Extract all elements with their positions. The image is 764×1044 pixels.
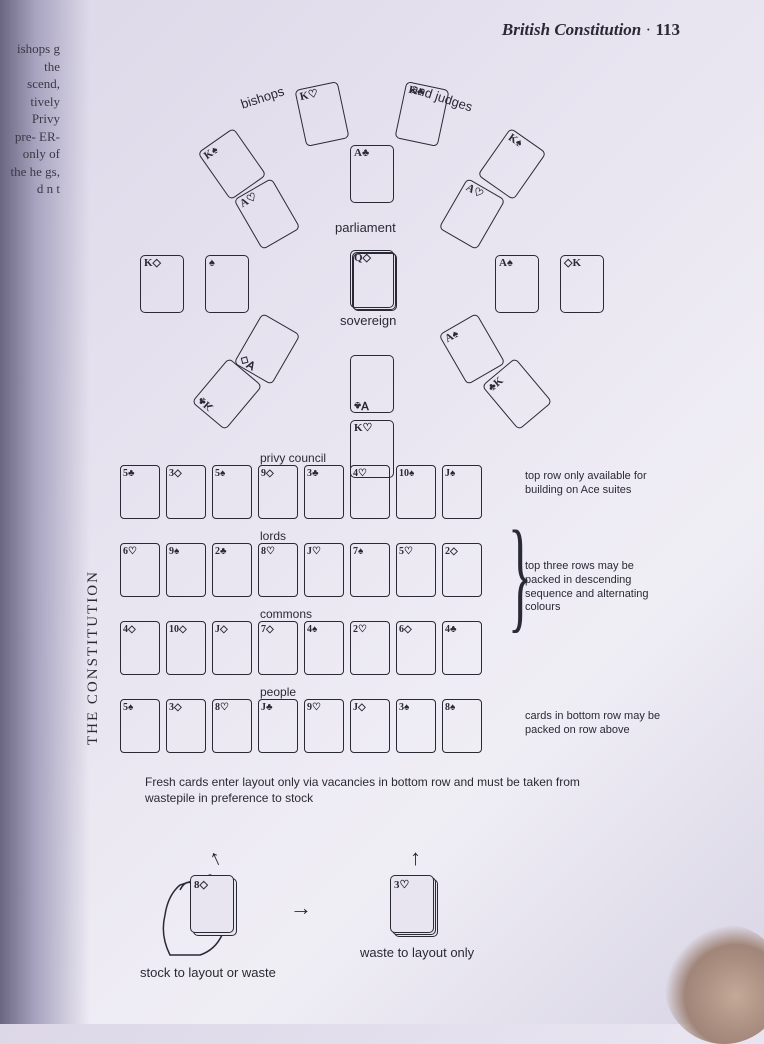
cutoff-text: ishops g the scend, tively Privy pre- ER… <box>10 40 60 198</box>
playing-card: 3♣ <box>304 465 344 519</box>
playing-card: A♣ <box>350 145 394 203</box>
playing-card: 4◇ <box>120 621 160 675</box>
playing-card: 6◇ <box>396 621 436 675</box>
playing-card: 9◇ <box>258 465 298 519</box>
card-row: 5♠3◇8♡J♣9♡J◇3♠8♠ <box>120 699 482 753</box>
page-number: 113 <box>655 20 680 39</box>
note-bottom: cards in bottom row may be packed on row… <box>525 710 665 738</box>
parliament-label: parliament <box>335 220 396 235</box>
playing-card: K♣ <box>394 81 449 147</box>
waste-pile: 3♡ <box>390 875 434 933</box>
playing-card: ◇K <box>560 255 604 313</box>
playing-card: 3♠ <box>396 699 436 753</box>
playing-card: 8♡ <box>212 699 252 753</box>
row-label: people <box>260 685 296 699</box>
playing-card: 3◇ <box>166 699 206 753</box>
note-mid: top three rows may be packed in descendi… <box>525 560 665 615</box>
note-top: top row only available for building on A… <box>525 470 665 498</box>
playing-card: 9♡ <box>304 699 344 753</box>
playing-card: J◇ <box>350 699 390 753</box>
row-label: commons <box>260 607 312 621</box>
sovereign-diagram: bishops and judges parliament sovereign … <box>80 55 740 455</box>
playing-card: 6♡ <box>120 543 160 597</box>
playing-card: 2◇ <box>442 543 482 597</box>
constitution-label: THE CONSTITUTION <box>85 570 102 745</box>
playing-card: J♡ <box>304 543 344 597</box>
sovereign-label: sovereign <box>340 313 396 328</box>
playing-card: 10◇ <box>166 621 206 675</box>
playing-card: 5♡ <box>396 543 436 597</box>
playing-card: ♠ <box>205 255 249 313</box>
playing-card: 5♠ <box>212 465 252 519</box>
playing-card: 4♡ <box>350 465 390 519</box>
stock-label: stock to layout or waste <box>140 965 276 980</box>
playing-card: A♠ <box>495 255 539 313</box>
playing-card: 5♣ <box>120 465 160 519</box>
playing-card: 10♠ <box>396 465 436 519</box>
playing-card: 7◇ <box>258 621 298 675</box>
playing-card: 8♡ <box>258 543 298 597</box>
playing-card: J◇ <box>212 621 252 675</box>
playing-card: A♡ <box>438 178 505 250</box>
bishops-label: bishops <box>239 83 286 111</box>
playing-card: 8♠ <box>442 699 482 753</box>
constitution-rows: THE CONSTITUTION top row only available … <box>80 465 740 805</box>
playing-card: 7♠ <box>350 543 390 597</box>
card-row: 6♡9♠2♣8♡J♡7♠5♡2◇ <box>120 543 482 597</box>
arrow-right: → <box>290 895 312 921</box>
card-row: 5♣3◇5♠9◇3♣4♡10♠J♠ <box>120 465 482 519</box>
book-title: British Constitution <box>502 20 641 39</box>
page-header: British Constitution · 113 <box>80 0 740 50</box>
stock-waste-area: ↑ ↑ → 8◇ stock to layout or waste 3♡ was… <box>120 865 620 1005</box>
row-label: privy council <box>260 451 326 465</box>
playing-card: 2♣ <box>212 543 252 597</box>
playing-card: 5♠ <box>120 699 160 753</box>
playing-card: 2♡ <box>350 621 390 675</box>
arrow-up-right: ↑ <box>410 845 421 871</box>
stock-pile: 8◇ <box>190 875 234 933</box>
playing-card: 4♣ <box>442 621 482 675</box>
playing-card: K♡ <box>294 81 349 147</box>
playing-card: 4♠ <box>304 621 344 675</box>
playing-card: J♣ <box>258 699 298 753</box>
fresh-cards-note: Fresh cards enter layout only via vacanc… <box>145 775 625 806</box>
playing-card: 3◇ <box>166 465 206 519</box>
playing-card: ♣∀ <box>350 355 394 413</box>
playing-card: 9♠ <box>166 543 206 597</box>
row-label: lords <box>260 529 286 543</box>
playing-card: Q◇ <box>350 250 394 308</box>
card-row: 4◇10◇J◇7◇4♠2♡6◇4♣ <box>120 621 482 675</box>
playing-card: K◇ <box>140 255 184 313</box>
playing-card: J♠ <box>442 465 482 519</box>
waste-label: waste to layout only <box>360 945 474 960</box>
